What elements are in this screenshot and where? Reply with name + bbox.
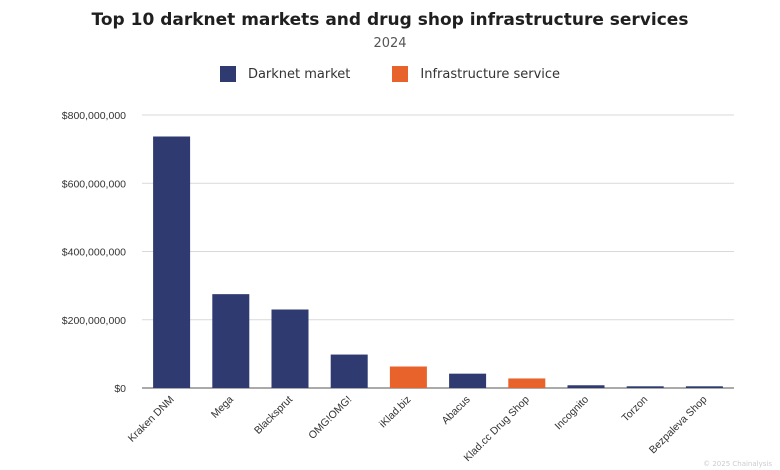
y-tick-label: $800,000,000 [62, 110, 126, 122]
copyright-text: © 2025 Chainalysis [703, 460, 772, 468]
chart-legend: Darknet market Infrastructure service [0, 66, 780, 82]
bar [626, 386, 664, 388]
x-tick-label: Klad.cc Drug Shop [462, 394, 533, 465]
legend-item-infrastructure-service: Infrastructure service [392, 66, 560, 82]
x-tick-label: iKlad.biz [377, 394, 414, 431]
bar [567, 385, 605, 388]
bar [449, 373, 487, 388]
x-tick-label: Kraken DNM [126, 394, 177, 445]
bar [685, 386, 723, 388]
x-tick-label: Incognito [552, 394, 591, 433]
legend-swatch-infrastructure-service [392, 66, 409, 82]
chart-subtitle: 2024 [373, 36, 407, 51]
y-tick-label: $200,000,000 [62, 315, 126, 327]
y-tick-label: $600,000,000 [62, 178, 126, 190]
legend-label-infrastructure-service: Infrastructure service [420, 66, 561, 82]
bar [389, 366, 427, 388]
bar [271, 309, 309, 388]
x-tick-label: Torzon [620, 394, 651, 425]
x-tick-label: Bezpaleva Shop [647, 394, 710, 457]
x-tick-label: OMG!OMG! [306, 394, 354, 442]
x-tick-label: Blacksprut [252, 394, 295, 437]
legend-item-darknet-market: Darknet market [219, 66, 351, 82]
bar [153, 136, 191, 388]
x-tick-label: Mega [209, 394, 236, 421]
bar [330, 354, 368, 388]
x-tick-label: Abacus [439, 394, 472, 427]
legend-label-darknet-market: Darknet market [247, 66, 351, 82]
y-tick-label: $0 [114, 383, 126, 395]
chart-title: Top 10 darknet markets and drug shop inf… [91, 10, 689, 30]
legend-swatch-darknet-market [219, 66, 236, 82]
bar [212, 294, 250, 388]
y-tick-label: $400,000,000 [62, 247, 126, 259]
bar [508, 378, 546, 388]
